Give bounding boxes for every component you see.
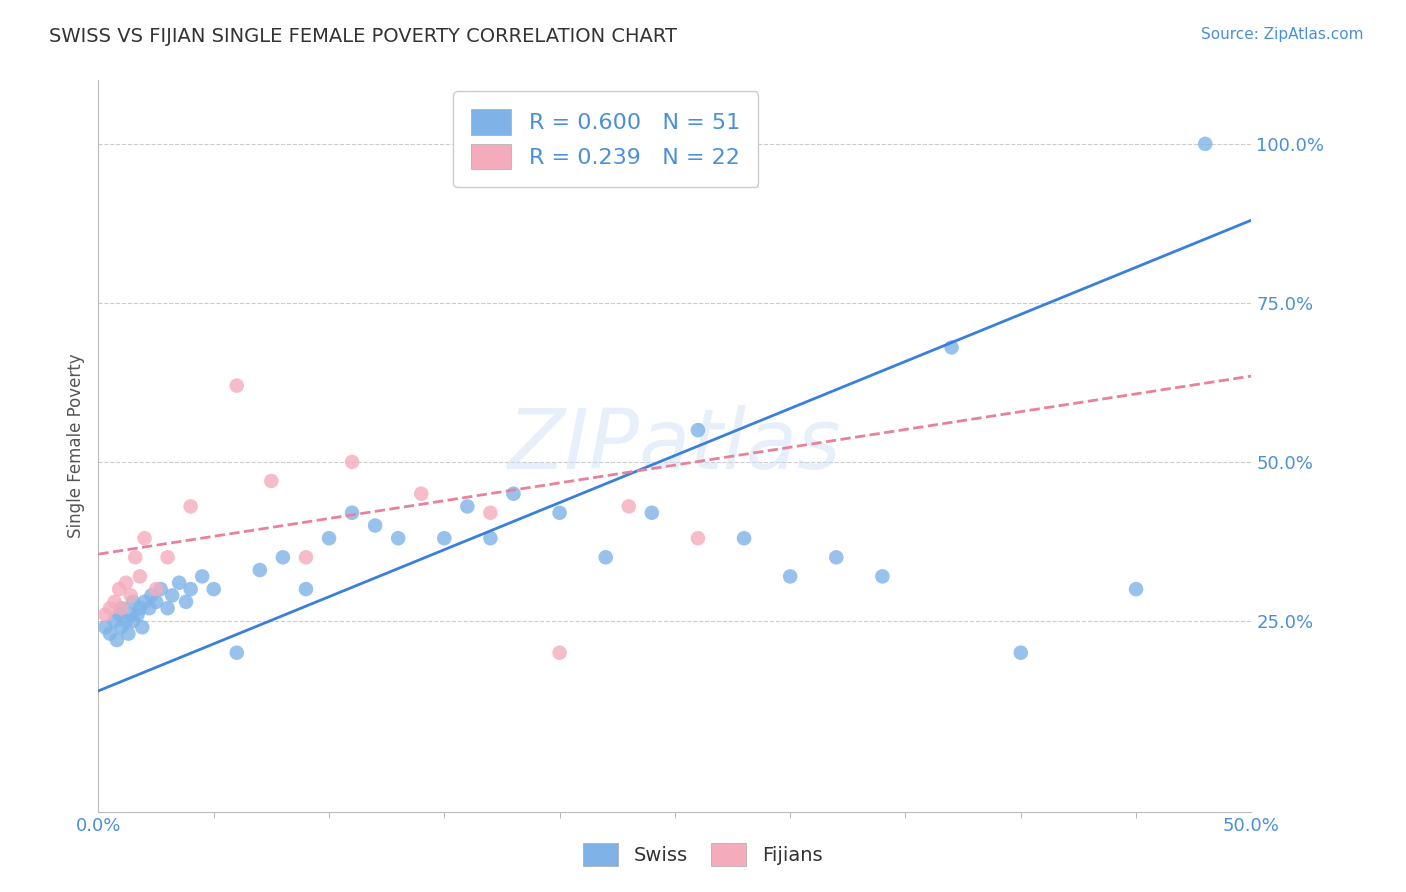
Point — [115, 575, 138, 590]
Point — [108, 582, 131, 596]
Point — [120, 607, 142, 622]
Point — [124, 550, 146, 565]
Point — [733, 531, 755, 545]
Point — [479, 506, 502, 520]
Y-axis label: Single Female Poverty: Single Female Poverty — [66, 354, 84, 538]
Point — [117, 626, 139, 640]
Point — [1010, 646, 1032, 660]
Point — [502, 486, 524, 500]
Point — [548, 646, 571, 660]
Point — [108, 607, 131, 622]
Point — [129, 601, 152, 615]
Point — [411, 486, 433, 500]
Point — [941, 340, 963, 354]
Point — [295, 550, 318, 565]
Point — [641, 506, 664, 520]
Point — [1194, 136, 1216, 151]
Point — [103, 595, 125, 609]
Point — [103, 614, 125, 628]
Point — [145, 582, 167, 596]
Point — [225, 646, 247, 660]
Point — [548, 506, 571, 520]
Point — [779, 569, 801, 583]
Point — [686, 531, 709, 545]
Point — [364, 518, 387, 533]
Point — [110, 601, 132, 615]
Point — [191, 569, 214, 583]
Legend: Swiss, Fijians: Swiss, Fijians — [575, 835, 831, 873]
Point — [105, 632, 128, 647]
Point — [122, 595, 145, 609]
Point — [1125, 582, 1147, 596]
Point — [340, 455, 363, 469]
Point — [127, 607, 149, 622]
Point — [479, 531, 502, 545]
Point — [167, 575, 190, 590]
Text: SWISS VS FIJIAN SINGLE FEMALE POVERTY CORRELATION CHART: SWISS VS FIJIAN SINGLE FEMALE POVERTY CO… — [49, 27, 678, 45]
Point — [318, 531, 340, 545]
Point — [156, 550, 179, 565]
Point — [134, 595, 156, 609]
Legend: R = 0.600   N = 51, R = 0.239   N = 22: R = 0.600 N = 51, R = 0.239 N = 22 — [453, 91, 758, 187]
Point — [872, 569, 894, 583]
Point — [122, 614, 145, 628]
Point — [134, 531, 156, 545]
Point — [94, 607, 117, 622]
Point — [387, 531, 409, 545]
Point — [94, 620, 117, 634]
Point — [180, 500, 202, 514]
Point — [617, 500, 640, 514]
Point — [202, 582, 225, 596]
Point — [174, 595, 197, 609]
Point — [145, 595, 167, 609]
Point — [225, 378, 247, 392]
Point — [131, 620, 153, 634]
Point — [98, 626, 121, 640]
Point — [249, 563, 271, 577]
Point — [129, 569, 152, 583]
Point — [340, 506, 363, 520]
Point — [271, 550, 294, 565]
Point — [149, 582, 172, 596]
Text: Source: ZipAtlas.com: Source: ZipAtlas.com — [1201, 27, 1364, 42]
Point — [825, 550, 848, 565]
Point — [433, 531, 456, 545]
Point — [110, 620, 132, 634]
Point — [98, 601, 121, 615]
Point — [110, 601, 132, 615]
Point — [120, 589, 142, 603]
Point — [138, 601, 160, 615]
Point — [180, 582, 202, 596]
Point — [595, 550, 617, 565]
Point — [456, 500, 478, 514]
Point — [295, 582, 318, 596]
Point — [156, 601, 179, 615]
Point — [141, 589, 163, 603]
Point — [686, 423, 709, 437]
Point — [260, 474, 283, 488]
Point — [115, 614, 138, 628]
Text: ZIPatlas: ZIPatlas — [508, 406, 842, 486]
Point — [160, 589, 183, 603]
